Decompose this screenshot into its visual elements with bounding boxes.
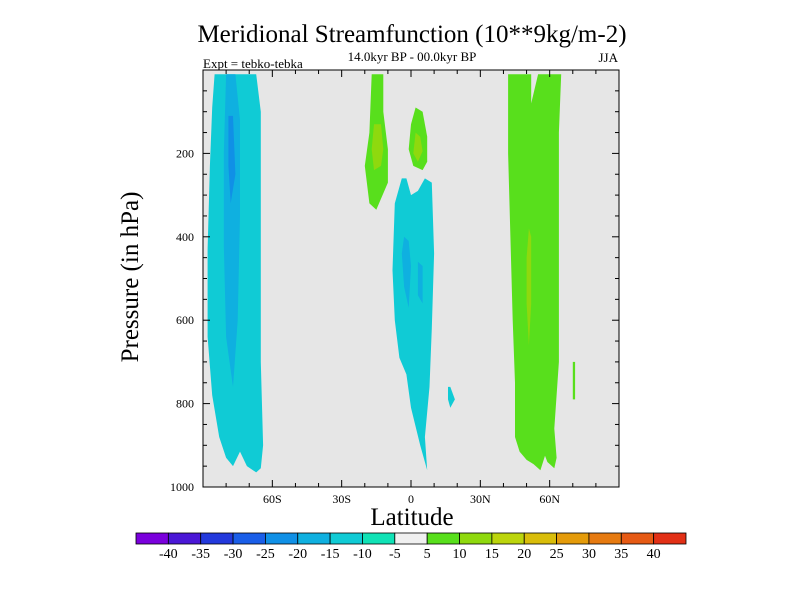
colorbar-swatch [265,532,299,545]
colorbar-swatch [588,532,622,545]
y-tick-label: 400 [176,230,194,244]
experiment-annotation: Expt = tebko-tebka [203,56,303,71]
colorbar-swatch [556,532,590,545]
colorbar-label: -20 [288,547,307,562]
colorbar-swatch [620,532,655,545]
contour-region-northern-hemisphere-positive-cell [508,74,562,471]
colorbar-label: -35 [191,547,210,562]
colorbar-swatch [200,532,234,545]
colorbar-label: 40 [647,547,661,562]
colorbar-label: -40 [159,547,178,562]
colorbar-swatch [459,532,493,545]
colorbar-swatch [394,532,428,545]
y-tick-label: 600 [176,313,194,327]
colorbar-label: 10 [453,547,467,562]
contour-region-equatorial-negative-core [401,236,411,308]
chart-title: Meridional Streamfunction (10**9kg/m-2) [197,21,626,48]
contour-region-subtropical-positive-core [371,124,384,171]
colorbar-label: 20 [517,547,531,562]
x-tick-label: 30S [332,492,351,506]
colorbar-swatch [329,532,363,545]
colorbar-swatch [491,532,525,545]
axes: 60S 30S 0 30N 60N 200 400 600 800 1000 [170,69,620,506]
colorbar-swatch [653,532,687,545]
contour-region-southern-hemisphere-core [223,74,240,387]
colorbar-swatch [426,532,460,545]
contour-region-northern-high-latitude-sliver [572,361,576,400]
x-tick-label: 60N [539,492,560,506]
x-axis-label: Latitude [370,504,453,531]
season-annotation: JJA [598,50,618,65]
colorbar-swatch [362,532,396,545]
colorbar-label: -10 [353,547,372,562]
plot-area [203,70,619,487]
y-tick-label: 1000 [170,480,194,494]
colorbar-swatch [135,532,169,545]
colorbar-swatch [232,532,266,545]
colorbar-label: 35 [614,547,628,562]
contour-region-northern-hemisphere-core [526,228,532,346]
colorbar-label: -25 [256,547,275,562]
contour-region-equatorial-positive-core [413,132,423,162]
colorbar-label: 15 [485,547,499,562]
colorbar-label: -5 [389,547,401,562]
chart-subtitle: 14.0kyr BP - 00.0kyr BP [348,49,477,64]
contour-region-tropical-small-negative [448,386,455,408]
y-axis-label: Pressure (in hPa) [117,192,144,363]
colorbar-swatch [167,532,202,545]
y-tick-label: 800 [176,397,194,411]
colorbar-swatch [523,532,557,545]
y-tick-label: 200 [176,146,194,160]
colorbar-label: -30 [224,547,243,562]
x-tick-label: 0 [408,492,414,506]
colorbar-label: 5 [424,547,431,562]
contour-region-equatorial-negative-core-east [417,261,423,304]
contour-region-southern-hemisphere-inner [228,115,236,204]
colorbar-label: 30 [582,547,596,562]
x-tick-label: 30N [470,492,491,506]
colorbar-swatch [297,532,331,545]
colorbar-label: 25 [550,547,564,562]
x-tick-label: 60S [263,492,282,506]
colorbar-label: -15 [321,547,340,562]
colorbar: -40 -35 -30 -25 -20 -15 -10 -5 5 10 15 20 25 30 35 40 [135,532,687,562]
